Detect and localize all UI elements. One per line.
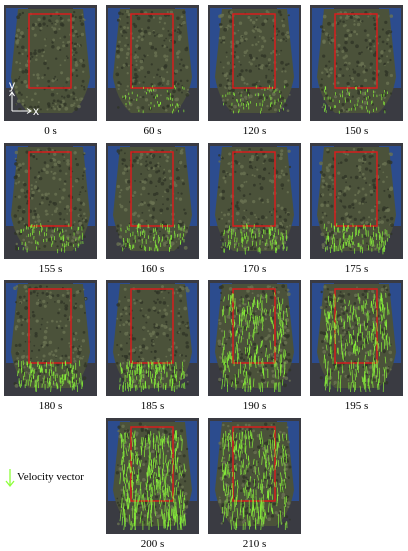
- snapshot-photo: [310, 5, 403, 121]
- snapshot-panel: 190 s: [208, 280, 301, 396]
- snapshot-panel: 150 s: [310, 5, 403, 121]
- snapshot-panel: 60 s: [106, 5, 199, 121]
- snapshot-panel: 200 s: [106, 418, 199, 534]
- snapshot-photo: [106, 5, 199, 121]
- time-caption: 175 s: [310, 263, 403, 276]
- snapshot-panel: 195 s: [310, 280, 403, 396]
- time-caption: 150 s: [310, 125, 403, 138]
- snapshot-panel: 155 s: [4, 143, 97, 259]
- time-caption: 200 s: [106, 538, 199, 551]
- granular-pile: [11, 9, 90, 113]
- snapshot-panel: 210 s: [208, 418, 301, 534]
- snapshot-panel: 120 s: [208, 5, 301, 121]
- snapshot-photo: [4, 143, 97, 259]
- time-caption: 210 s: [208, 538, 301, 551]
- time-caption: 170 s: [208, 263, 301, 276]
- snapshot-panel: 160 s: [106, 143, 199, 259]
- snapshot-photo: [208, 5, 301, 121]
- time-caption: 195 s: [310, 400, 403, 413]
- snapshot-photo: [208, 418, 301, 534]
- snapshot-photo: yx: [4, 5, 97, 121]
- legend-label: Velocity vector: [17, 470, 84, 484]
- y-axis-label: y: [9, 78, 15, 92]
- time-caption: 0 s: [4, 125, 97, 138]
- snapshot-panel: 180 s: [4, 280, 97, 396]
- time-caption: 180 s: [4, 400, 97, 413]
- time-caption: 120 s: [208, 125, 301, 138]
- time-caption: 185 s: [106, 400, 199, 413]
- snapshot-panel: 185 s: [106, 280, 199, 396]
- snapshot-photo: [106, 143, 199, 259]
- time-caption: 60 s: [106, 125, 199, 138]
- x-axis-label: x: [33, 104, 39, 118]
- snapshot-photo: [310, 280, 403, 396]
- time-caption: 155 s: [4, 263, 97, 276]
- snapshot-photo: [208, 280, 301, 396]
- snapshot-photo: [106, 418, 199, 534]
- snapshot-panel: 175 s: [310, 143, 403, 259]
- time-caption: 190 s: [208, 400, 301, 413]
- snapshot-photo: [106, 280, 199, 396]
- velocity-vector-arrow-icon: [4, 468, 16, 488]
- snapshot-photo: [4, 280, 97, 396]
- legend: Velocity vector: [4, 468, 104, 488]
- snapshot-photo: [208, 143, 301, 259]
- snapshot-photo: [310, 143, 403, 259]
- time-caption: 160 s: [106, 263, 199, 276]
- snapshot-panel: 170 s: [208, 143, 301, 259]
